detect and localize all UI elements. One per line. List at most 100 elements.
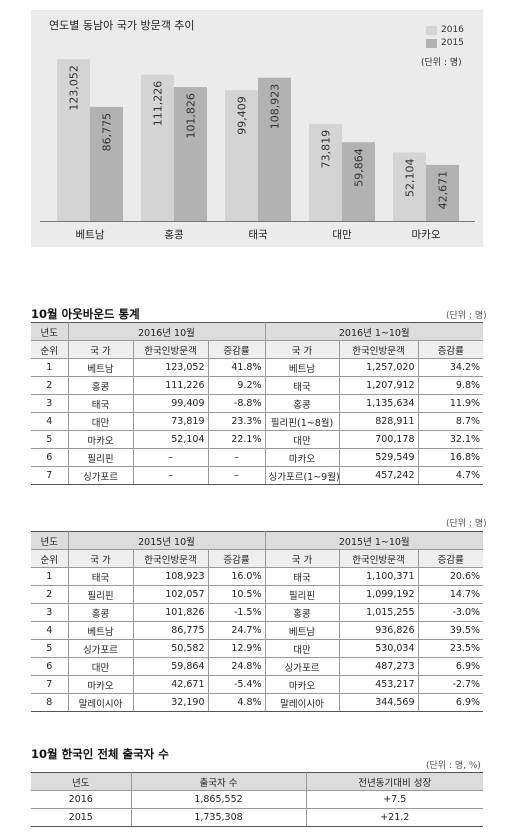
legend-item-2015: 2015 xyxy=(426,38,464,48)
column-header: 한국인방문객 xyxy=(338,340,419,359)
growth-cell: 39.5% xyxy=(417,621,484,640)
visitors-cell: 50,582 xyxy=(132,639,209,658)
country-cell: 마카오 xyxy=(67,675,134,694)
visitors-cell: 1,100,371 xyxy=(338,567,419,586)
chart-unit-note: (단위 : 명) xyxy=(421,58,462,68)
bar-chart: 123,052 86,775 베트남 111,226 101,826 홍콩 99,409 10… xyxy=(40,59,475,241)
visitors-cell: 344,569 xyxy=(338,693,419,712)
growth-cell: +7.5 xyxy=(305,790,483,809)
legend-swatch-2015 xyxy=(426,38,437,48)
visitors-cell: 73,819 xyxy=(132,412,209,431)
bar-value-label: 108,923 xyxy=(269,84,282,130)
legend-swatch-2016 xyxy=(426,25,437,35)
country-cell: 싱가포르 xyxy=(264,657,340,676)
legend-label-2015: 2015 xyxy=(441,38,464,48)
rank-cell: 3 xyxy=(31,603,69,622)
visitors-cell: 1,135,634 xyxy=(338,394,419,413)
country-cell: 말레이시아 xyxy=(67,693,134,712)
column-header: 순위 xyxy=(31,340,69,359)
departures-cell: 1,865,552 xyxy=(130,790,307,809)
subheader-row: 순위 국 가 한국인방문객 증감률 국 가 한국인방문객 증감률 xyxy=(31,549,484,568)
legend-item-2016: 2016 xyxy=(426,25,464,35)
header-cell-year: 년도 xyxy=(31,531,69,550)
visitors-cell: 530,034 xyxy=(338,639,419,658)
visitors-cell: 700,178 xyxy=(338,430,419,449)
growth-cell: 8.7% xyxy=(417,412,484,431)
table1-unit: (단위 : 명) xyxy=(446,311,487,321)
country-cell: 홍콩 xyxy=(264,394,340,413)
growth-cell: -5.4% xyxy=(207,675,266,694)
column-header: 증감률 xyxy=(207,549,266,568)
table1-title: 10월 아웃바운드 통계 xyxy=(31,307,140,321)
rank-cell: 2 xyxy=(31,376,69,395)
column-header: 순위 xyxy=(31,549,69,568)
table-row: 5 마카오 52,104 22.1% 대만 700,178 32.1% xyxy=(31,430,484,449)
table-row: 2 홍콩 111,226 9.2% 태국 1,207,912 9.8% xyxy=(31,376,484,395)
table-row: 1 태국 108,923 16.0% 태국 1,100,371 20.6% xyxy=(31,567,484,586)
visitors-cell: 86,775 xyxy=(132,621,209,640)
bar-value-label: 123,052 xyxy=(68,65,81,111)
x-tick-label: 대만 xyxy=(332,229,352,241)
legend-label-2016: 2016 xyxy=(441,25,464,35)
growth-cell: 23.3% xyxy=(207,412,266,431)
bar-2016-3 xyxy=(309,123,342,221)
growth-cell: 9.8% xyxy=(417,376,484,395)
growth-cell: 10.5% xyxy=(207,585,266,604)
growth-cell: 34.2% xyxy=(417,358,484,377)
table-row: 2 필리핀 102,057 10.5% 필리핀 1,099,192 14.7% xyxy=(31,585,484,604)
bar-2015-1 xyxy=(174,87,207,221)
visitors-cell: 1,257,020 xyxy=(338,358,419,377)
visitors-cell: 1,099,192 xyxy=(338,585,419,604)
growth-cell: -3.0% xyxy=(417,603,484,622)
rank-cell: 7 xyxy=(31,675,69,694)
bar-value-label: 59,864 xyxy=(353,148,366,187)
bar-2015-2 xyxy=(258,77,291,221)
table-row: 2016 1,865,552 +7.5 xyxy=(31,790,483,809)
rank-cell: 4 xyxy=(31,412,69,431)
country-cell: 태국 xyxy=(264,567,340,586)
country-cell: 태국 xyxy=(264,376,340,395)
column-header: 한국인방문객 xyxy=(132,340,209,359)
header-row: 년도 2016년 10월 2016년 1~10월 xyxy=(31,322,484,341)
x-tick-label: 태국 xyxy=(248,229,268,241)
column-header: 증감률 xyxy=(417,549,484,568)
visitors-cell: 99,409 xyxy=(132,394,209,413)
country-cell: 홍콩 xyxy=(264,603,340,622)
table-row: 4 베트남 86,775 24.7% 베트남 936,826 39.5% xyxy=(31,621,484,640)
subheader-row: 순위 국 가 한국인방문객 증감률 국 가 한국인방문객 증감률 xyxy=(31,340,484,359)
country-cell: 싱가포르 xyxy=(67,639,134,658)
growth-cell: +21.2 xyxy=(305,808,483,827)
country-cell: 필리핀 xyxy=(67,585,134,604)
header-cell-period: 2016년 10월 xyxy=(67,322,266,341)
country-cell: 필리핀 xyxy=(264,585,340,604)
table-row: 5 싱가포르 50,582 12.9% 대만 530,034 23.5% xyxy=(31,639,484,658)
table-row: 6 대만 59,864 24.8% 싱가포르 487,273 6.9% xyxy=(31,657,484,676)
growth-cell: 11.9% xyxy=(417,394,484,413)
header-cell-year: 년도 xyxy=(31,322,69,341)
column-header: 한국인방문객 xyxy=(132,549,209,568)
country-cell: 마카오 xyxy=(264,448,340,467)
growth-cell: 41.8% xyxy=(207,358,266,377)
column-header: 국 가 xyxy=(264,340,340,359)
bar-2016-4 xyxy=(393,152,426,221)
table2-unit: (단위 : 명) xyxy=(446,519,487,529)
visitors-cell: 457,242 xyxy=(338,466,419,485)
bar-value-label: 52,104 xyxy=(404,158,417,197)
visitors-cell: 32,190 xyxy=(132,693,209,712)
bar-value-label: 101,826 xyxy=(185,93,198,139)
country-cell: 마카오 xyxy=(67,430,134,449)
year-cell: 2015 xyxy=(31,808,132,827)
column-header: 출국자 수 xyxy=(130,772,307,791)
growth-cell: -2.7% xyxy=(417,675,484,694)
chart-title: 연도별 동남아 국가 방문객 추이 xyxy=(49,19,195,32)
country-cell: 필리핀(1~8월) xyxy=(264,412,340,431)
departures-cell: 1,735,308 xyxy=(130,808,307,827)
bar-2016-0 xyxy=(57,59,90,221)
growth-cell: 22.1% xyxy=(207,430,266,449)
rank-cell: 1 xyxy=(31,358,69,377)
country-cell: 필리핀 xyxy=(67,448,134,467)
total-departures-table: 년도 출국자 수 전년동기대비 성장 2016 1,865,552 +7.5 2015 1,7… xyxy=(31,772,483,827)
growth-cell: 23.5% xyxy=(417,639,484,658)
rank-cell: 2 xyxy=(31,585,69,604)
